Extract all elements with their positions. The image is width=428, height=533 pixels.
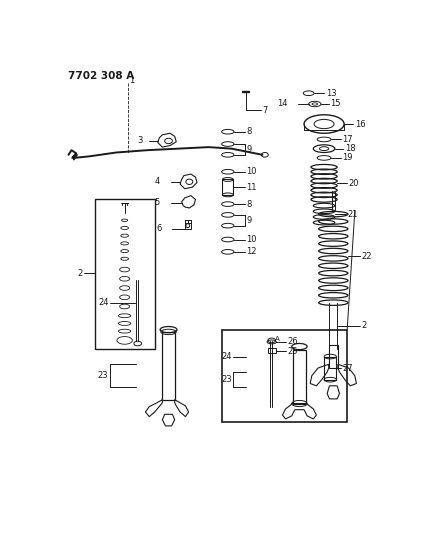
Text: 7702 308 A: 7702 308 A: [68, 71, 135, 81]
Text: 17: 17: [342, 135, 353, 144]
Text: 23: 23: [98, 372, 108, 381]
Text: 20: 20: [349, 179, 359, 188]
Text: A: A: [275, 336, 279, 342]
Bar: [185, 223, 191, 229]
Text: 9: 9: [246, 216, 252, 225]
Text: 10: 10: [246, 235, 257, 244]
Text: 26: 26: [287, 337, 298, 346]
Text: 6: 6: [156, 224, 162, 233]
Text: 24: 24: [221, 352, 232, 361]
Bar: [223, 329, 347, 422]
Text: 10: 10: [246, 167, 257, 176]
Text: 13: 13: [326, 88, 336, 98]
Text: 8: 8: [246, 127, 252, 136]
Bar: [329, 345, 338, 368]
Text: 9: 9: [246, 145, 252, 154]
Bar: [223, 180, 233, 195]
Text: 3: 3: [138, 136, 143, 146]
Text: 15: 15: [330, 100, 341, 109]
Text: 8: 8: [246, 199, 252, 208]
Text: 14: 14: [276, 100, 287, 109]
Text: 27: 27: [342, 364, 353, 373]
Bar: [95, 199, 155, 349]
Bar: [162, 332, 175, 400]
Text: 18: 18: [345, 144, 356, 153]
Bar: [292, 350, 306, 403]
Text: 23: 23: [221, 375, 232, 384]
Text: 16: 16: [355, 119, 366, 128]
Text: 11: 11: [246, 183, 257, 192]
Text: 4: 4: [155, 177, 160, 186]
Text: 12: 12: [246, 247, 257, 256]
Text: 1: 1: [129, 76, 134, 85]
Text: 2: 2: [362, 321, 367, 330]
Text: 22: 22: [362, 252, 372, 261]
Bar: [324, 357, 336, 379]
Bar: [268, 348, 276, 353]
Text: 2: 2: [77, 269, 82, 278]
Text: 21: 21: [347, 209, 358, 219]
Text: 25: 25: [287, 346, 297, 356]
Text: 19: 19: [342, 154, 353, 163]
Text: 5: 5: [155, 198, 160, 207]
Text: 24: 24: [98, 298, 108, 307]
Text: 7: 7: [262, 106, 268, 115]
